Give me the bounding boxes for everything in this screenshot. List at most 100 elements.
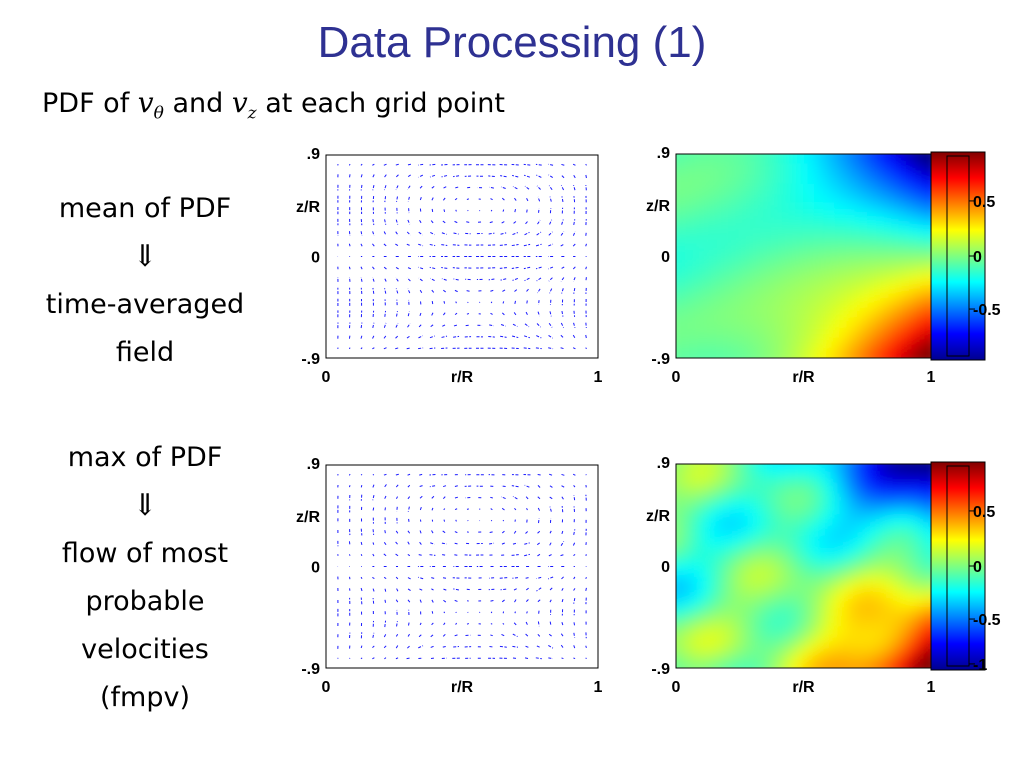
- vector-arrow: [417, 576, 424, 580]
- down-arrow-icon: ⇓: [132, 488, 158, 523]
- vector-arrow: [395, 174, 399, 179]
- vector-arrow: [372, 484, 375, 488]
- v-z-symbol: vz: [231, 86, 257, 124]
- vector-arrow: [535, 163, 542, 166]
- vector-arrow: [348, 554, 351, 556]
- vector-arrow: [548, 484, 553, 488]
- vector-arrow: [360, 163, 363, 166]
- vector-arrow: [453, 186, 459, 189]
- vector-arrow: [442, 220, 447, 224]
- row2-line: probable: [85, 586, 205, 617]
- vector-arrow: [561, 588, 564, 591]
- vector-arrow: [490, 301, 493, 304]
- vector-arrow: [499, 645, 507, 648]
- vector-arrow: [514, 300, 517, 304]
- vector-arrow: [560, 174, 565, 179]
- vector-arrow: [514, 508, 517, 511]
- vector-arrow: [501, 542, 505, 545]
- vector-arrow: [572, 243, 576, 247]
- vector-arrow: [525, 220, 529, 225]
- vector-arrow: [418, 266, 424, 270]
- vector-arrow: [524, 542, 530, 545]
- vector-arrow: [419, 197, 422, 202]
- vector-arrow: [384, 657, 387, 660]
- quiver2-ylabel: z/R: [296, 509, 320, 526]
- vector-arrow: [535, 266, 542, 270]
- vector-arrow: [490, 312, 493, 315]
- vector-arrow: [547, 576, 554, 580]
- vector-arrow: [431, 312, 434, 316]
- vector-arrow: [511, 174, 519, 178]
- heat2-ytick: -.9: [651, 661, 670, 678]
- vector-arrow: [406, 174, 411, 178]
- vector-arrow: [442, 633, 446, 637]
- quiver1-ytick: .9: [307, 146, 320, 163]
- vector-arrow: [372, 474, 375, 476]
- vector-arrow: [537, 621, 540, 627]
- vector-arrow: [395, 266, 399, 270]
- vector-arrow: [360, 597, 363, 605]
- vector-arrow: [407, 633, 410, 637]
- vector-arrow: [573, 645, 576, 649]
- vector-arrow: [524, 484, 530, 488]
- vector-arrow: [560, 347, 565, 350]
- vector-arrow: [511, 485, 519, 488]
- vector-arrow: [454, 197, 458, 201]
- vector-arrow: [573, 485, 576, 488]
- vector-arrow: [395, 633, 399, 637]
- vector-arrow: [500, 588, 507, 591]
- vector-arrow: [406, 163, 412, 166]
- vector-arrow: [453, 232, 459, 235]
- vector-arrow: [372, 645, 375, 649]
- vector-arrow: [466, 623, 469, 625]
- quiver1-xlabel: r/R: [451, 369, 474, 386]
- vector-arrow: [360, 473, 363, 476]
- vector-arrow: [523, 174, 531, 178]
- vector-arrow: [560, 185, 565, 191]
- colorbar-tick: 0.5: [973, 194, 995, 211]
- vector-arrow: [408, 622, 410, 626]
- vector-arrow: [348, 347, 351, 350]
- vector-arrow: [372, 507, 375, 511]
- vector-arrow: [348, 541, 351, 546]
- vector-arrow: [453, 335, 460, 338]
- row2-line: velocities: [81, 634, 209, 665]
- vector-arrow: [418, 347, 424, 350]
- vector-arrow: [561, 219, 564, 225]
- vector-arrow: [490, 496, 493, 499]
- vector-arrow: [395, 496, 399, 500]
- vector-arrow: [348, 231, 351, 236]
- vector-arrow: [383, 542, 387, 546]
- vector-arrow: [548, 231, 553, 236]
- vector-arrow: [561, 495, 564, 500]
- vector-arrow: [407, 219, 411, 225]
- vector-arrow: [536, 174, 542, 178]
- vector-arrow: [561, 196, 564, 203]
- vector-arrow: [489, 542, 495, 545]
- vector-arrow: [537, 530, 541, 534]
- vector-arrow: [501, 507, 505, 511]
- quiver2-ytick: -.9: [301, 661, 320, 678]
- vector-arrow: [490, 519, 493, 522]
- vector-arrow: [454, 496, 459, 499]
- vector-arrow: [431, 208, 434, 213]
- row1-description: mean of PDF ⇓ time-averaged field: [0, 185, 290, 377]
- vector-arrow: [548, 266, 554, 270]
- vector-arrow: [536, 185, 541, 190]
- vector-arrow: [572, 174, 576, 179]
- vector-arrow: [561, 310, 564, 317]
- vector-arrow: [429, 163, 436, 166]
- vector-arrow: [585, 243, 587, 247]
- vector-arrow: [560, 633, 565, 638]
- vector-arrow: [525, 577, 529, 579]
- heat1-xtick: 1: [927, 369, 936, 386]
- vector-arrow: [525, 288, 529, 293]
- vector-arrow: [443, 611, 446, 614]
- vector-arrow: [454, 289, 458, 293]
- vector-arrow: [524, 185, 530, 190]
- vector-arrow: [560, 473, 565, 476]
- vector-arrow: [467, 209, 469, 212]
- vector-arrow: [430, 495, 435, 500]
- vector-arrow: [537, 507, 541, 511]
- vector-arrow: [572, 473, 576, 476]
